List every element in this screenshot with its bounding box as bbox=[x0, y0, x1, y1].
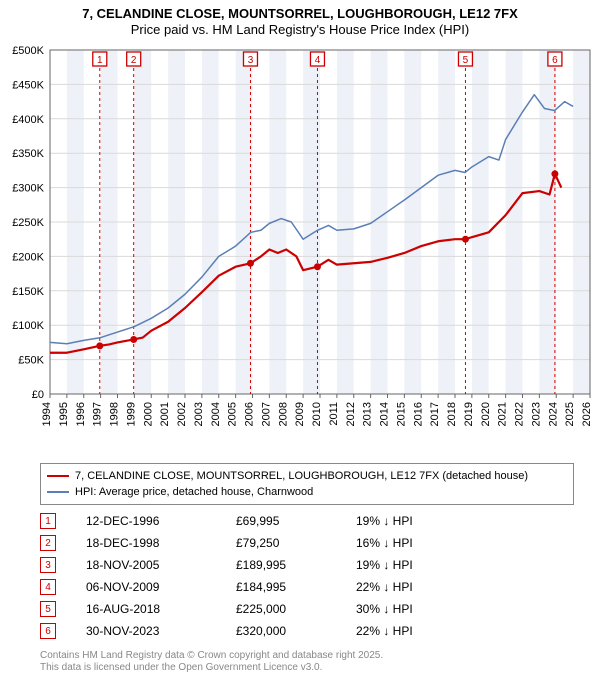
table-row: 4 06-NOV-2009£184,99522% ↓ HPI bbox=[40, 576, 560, 598]
svg-text:2017: 2017 bbox=[429, 402, 441, 426]
chart-title-line1: 7, CELANDINE CLOSE, MOUNTSORREL, LOUGHBO… bbox=[8, 6, 592, 21]
svg-text:1: 1 bbox=[97, 55, 103, 66]
table-row: 2 18-DEC-1998£79,25016% ↓ HPI bbox=[40, 532, 560, 554]
tx-marker: 4 bbox=[40, 579, 56, 595]
tx-delta: 22% ↓ HPI bbox=[356, 624, 476, 638]
tx-marker: 6 bbox=[40, 623, 56, 639]
svg-text:£100K: £100K bbox=[12, 320, 44, 332]
svg-text:£300K: £300K bbox=[12, 183, 44, 195]
svg-text:1998: 1998 bbox=[109, 402, 121, 426]
svg-text:£250K: £250K bbox=[12, 217, 44, 229]
tx-delta: 22% ↓ HPI bbox=[356, 580, 476, 594]
svg-text:2015: 2015 bbox=[395, 402, 407, 426]
svg-text:1995: 1995 bbox=[58, 402, 70, 426]
tx-price: £189,995 bbox=[236, 558, 356, 572]
svg-text:5: 5 bbox=[463, 55, 469, 66]
legend-swatch bbox=[47, 491, 69, 493]
legend-label: 7, CELANDINE CLOSE, MOUNTSORREL, LOUGHBO… bbox=[75, 468, 528, 484]
svg-text:2024: 2024 bbox=[547, 402, 559, 426]
tx-price: £225,000 bbox=[236, 602, 356, 616]
price-chart: £0 £50K £100K £150K £200K £250K £300K £350K £400… bbox=[0, 44, 600, 454]
svg-text:1994: 1994 bbox=[41, 402, 53, 426]
legend-label: HPI: Average price, detached house, Char… bbox=[75, 484, 313, 500]
footer-line1: Contains HM Land Registry data © Crown c… bbox=[40, 650, 383, 662]
svg-text:2019: 2019 bbox=[463, 402, 475, 426]
tx-price: £79,250 bbox=[236, 536, 356, 550]
svg-text:2001: 2001 bbox=[159, 402, 171, 426]
svg-text:2021: 2021 bbox=[497, 402, 509, 426]
tx-marker: 1 bbox=[40, 513, 56, 529]
footer-line2: This data is licensed under the Open Gov… bbox=[40, 662, 383, 674]
svg-text:£400K: £400K bbox=[12, 114, 44, 126]
table-row: 3 18-NOV-2005£189,99519% ↓ HPI bbox=[40, 554, 560, 576]
tx-marker: 5 bbox=[40, 601, 56, 617]
svg-text:2010: 2010 bbox=[311, 402, 323, 426]
svg-text:£500K: £500K bbox=[12, 45, 44, 57]
svg-text:1996: 1996 bbox=[75, 402, 87, 426]
legend: 7, CELANDINE CLOSE, MOUNTSORREL, LOUGHBO… bbox=[40, 463, 574, 505]
svg-text:2: 2 bbox=[131, 55, 137, 66]
tx-delta: 19% ↓ HPI bbox=[356, 514, 476, 528]
svg-text:2005: 2005 bbox=[227, 402, 239, 426]
transactions-table: 112-DEC-1996£69,99519% ↓ HPI218-DEC-1998… bbox=[40, 510, 560, 642]
svg-text:2009: 2009 bbox=[294, 402, 306, 426]
tx-date: 06-NOV-2009 bbox=[86, 580, 236, 594]
svg-text:£50K: £50K bbox=[18, 355, 44, 367]
tx-marker: 3 bbox=[40, 557, 56, 573]
tx-date: 30-NOV-2023 bbox=[86, 624, 236, 638]
svg-text:2023: 2023 bbox=[530, 402, 542, 426]
svg-text:3: 3 bbox=[248, 55, 254, 66]
svg-text:2012: 2012 bbox=[345, 402, 357, 426]
table-row: 6 30-NOV-2023£320,00022% ↓ HPI bbox=[40, 620, 560, 642]
tx-price: £320,000 bbox=[236, 624, 356, 638]
tx-date: 16-AUG-2018 bbox=[86, 602, 236, 616]
svg-text:2003: 2003 bbox=[193, 402, 205, 426]
svg-text:1997: 1997 bbox=[92, 402, 104, 426]
svg-text:2000: 2000 bbox=[142, 402, 154, 426]
svg-text:2004: 2004 bbox=[210, 402, 222, 426]
svg-text:2011: 2011 bbox=[328, 402, 340, 426]
svg-text:£150K: £150K bbox=[12, 286, 44, 298]
svg-text:2018: 2018 bbox=[446, 402, 458, 426]
svg-text:2007: 2007 bbox=[260, 402, 272, 426]
tx-price: £184,995 bbox=[236, 580, 356, 594]
svg-text:6: 6 bbox=[552, 55, 558, 66]
svg-text:2022: 2022 bbox=[514, 402, 526, 426]
table-row: 1 12-DEC-1996£69,99519% ↓ HPI bbox=[40, 510, 560, 532]
svg-text:2013: 2013 bbox=[362, 402, 374, 426]
footer-attribution: Contains HM Land Registry data © Crown c… bbox=[40, 650, 383, 674]
svg-text:£0: £0 bbox=[32, 389, 44, 401]
svg-text:2002: 2002 bbox=[176, 402, 188, 426]
svg-text:2025: 2025 bbox=[564, 402, 576, 426]
tx-marker: 2 bbox=[40, 535, 56, 551]
chart-title-line2: Price paid vs. HM Land Registry's House … bbox=[8, 22, 592, 37]
svg-text:4: 4 bbox=[315, 55, 321, 66]
legend-item: 7, CELANDINE CLOSE, MOUNTSORREL, LOUGHBO… bbox=[47, 468, 567, 484]
svg-text:2026: 2026 bbox=[581, 402, 593, 426]
tx-date: 12-DEC-1996 bbox=[86, 514, 236, 528]
tx-date: 18-NOV-2005 bbox=[86, 558, 236, 572]
svg-text:1999: 1999 bbox=[125, 402, 137, 426]
tx-delta: 19% ↓ HPI bbox=[356, 558, 476, 572]
svg-text:2014: 2014 bbox=[379, 402, 391, 426]
svg-text:£350K: £350K bbox=[12, 148, 44, 160]
svg-text:£200K: £200K bbox=[12, 251, 44, 263]
tx-price: £69,995 bbox=[236, 514, 356, 528]
svg-text:2016: 2016 bbox=[412, 402, 424, 426]
tx-date: 18-DEC-1998 bbox=[86, 536, 236, 550]
svg-text:2020: 2020 bbox=[480, 402, 492, 426]
svg-text:£450K: £450K bbox=[12, 79, 44, 91]
tx-delta: 30% ↓ HPI bbox=[356, 602, 476, 616]
svg-text:2008: 2008 bbox=[277, 402, 289, 426]
legend-item: HPI: Average price, detached house, Char… bbox=[47, 484, 567, 500]
tx-delta: 16% ↓ HPI bbox=[356, 536, 476, 550]
table-row: 5 16-AUG-2018£225,00030% ↓ HPI bbox=[40, 598, 560, 620]
legend-swatch bbox=[47, 475, 69, 477]
svg-text:2006: 2006 bbox=[244, 402, 256, 426]
